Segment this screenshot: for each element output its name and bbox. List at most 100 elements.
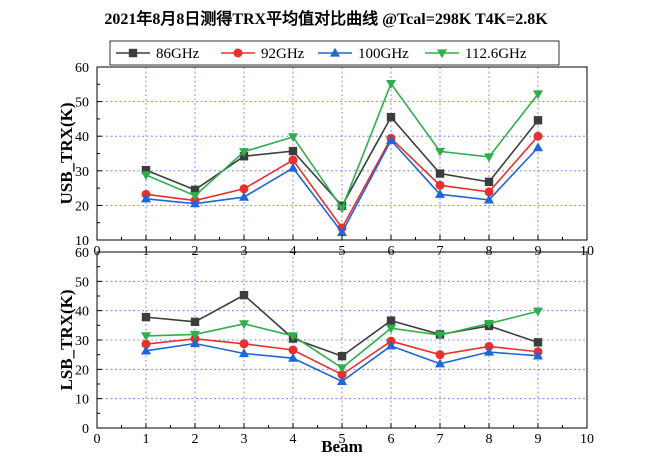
usb-point-112-6ghz-beam-8 <box>484 153 494 163</box>
usb-point-100ghz-beam-7 <box>435 189 445 198</box>
usb-y-tick-label-60: 60 <box>75 61 89 76</box>
usb-point-112-6ghz-beam-9 <box>533 90 543 100</box>
usb-point-112-6ghz-beam-5 <box>337 204 347 214</box>
usb-point-100ghz-beam-4 <box>288 162 298 172</box>
legend-label-92ghz: 92GHz <box>261 46 305 62</box>
lsb-point-86ghz-beam-9 <box>533 338 543 347</box>
lsb-point-100ghz-beam-8 <box>484 346 494 356</box>
lsb-x-tick-label-7: 7 <box>437 432 444 447</box>
lsb-x-tick-label-4: 4 <box>290 432 297 447</box>
usb-point-100ghz-beam-3 <box>239 191 249 201</box>
lsb-point-92ghz-beam-4 <box>288 345 298 355</box>
lsb-point-86ghz-beam-6 <box>386 316 396 325</box>
usb-point-100ghz-beam-5 <box>337 227 347 236</box>
lsb-x-tick-label-9: 9 <box>535 432 542 447</box>
usb-point-92ghz-beam-3 <box>239 184 249 194</box>
usb-point-86ghz-beam-4 <box>288 146 298 156</box>
lsb-x-tick-label-6: 6 <box>388 432 395 447</box>
usb-point-100ghz-beam-6 <box>386 135 396 144</box>
usb-point-92ghz-beam-9 <box>533 131 543 141</box>
lsb-x-axis-label: Beam <box>321 437 363 456</box>
legend-label-112-6ghz: 112.6GHz <box>465 46 527 62</box>
lsb-point-100ghz-beam-4 <box>288 352 298 362</box>
lsb-point-92ghz-beam-5 <box>337 370 347 380</box>
usb-point-86ghz-beam-9 <box>533 116 543 125</box>
lsb-point-86ghz-beam-3 <box>239 290 249 300</box>
lsb-point-112-6ghz-beam-1 <box>141 332 151 342</box>
lsb-point-100ghz-beam-5 <box>337 376 347 385</box>
usb-y-tick-label-20: 20 <box>75 199 89 214</box>
usb-y-axis-label: USB_TRX(K) <box>57 102 76 204</box>
usb-point-86ghz-beam-8 <box>484 177 494 187</box>
lsb-y-tick-label-50: 50 <box>75 275 89 290</box>
usb-point-112-6ghz-beam-7 <box>435 147 445 157</box>
legend-marker-92ghz <box>233 48 243 58</box>
lsb-point-112-6ghz-beam-5 <box>337 364 347 374</box>
lsb-point-100ghz-beam-3 <box>239 348 249 358</box>
lsb-point-100ghz-beam-6 <box>386 340 396 350</box>
legend-label-100ghz: 100GHz <box>358 46 409 62</box>
usb-point-112-6ghz-beam-4 <box>288 133 298 143</box>
usb-point-92ghz-beam-8 <box>484 187 494 197</box>
lsb-x-tick-label-5: 5 <box>339 432 346 447</box>
lsb-y-axis-label: LSB_TRX(K) <box>57 289 76 390</box>
usb-point-86ghz-beam-6 <box>386 112 396 122</box>
lsb-point-100ghz-beam-7 <box>435 358 445 368</box>
lsb-y-tick-label-10: 10 <box>75 393 89 408</box>
usb-point-112-6ghz-beam-2 <box>190 192 200 201</box>
lsb-x-tick-label-3: 3 <box>241 432 248 447</box>
usb-point-112-6ghz-beam-1 <box>141 171 151 181</box>
lsb-point-92ghz-beam-1 <box>141 339 151 349</box>
usb-point-92ghz-beam-4 <box>288 155 298 165</box>
lsb-point-112-6ghz-beam-8 <box>484 319 494 329</box>
lsb-point-92ghz-beam-7 <box>435 350 445 360</box>
lsb-x-tick-label-10: 10 <box>580 432 594 447</box>
lsb-x-tick-label-2: 2 <box>192 432 199 447</box>
lsb-point-112-6ghz-beam-3 <box>239 320 249 330</box>
usb-y-tick-label-10: 10 <box>75 234 89 249</box>
lsb-point-86ghz-beam-2 <box>190 317 200 327</box>
lsb-point-92ghz-beam-3 <box>239 339 249 349</box>
lsb-trx-panel: 0 1 2 3 4 5 6 7 8 9 10 0 10 20 30 40 50 60 LSB_TRX(K) Beam <box>57 246 594 456</box>
lsb-point-112-6ghz-beam-7 <box>435 331 445 341</box>
usb-point-100ghz-beam-8 <box>484 194 494 204</box>
lsb-point-100ghz-beam-2 <box>190 338 200 348</box>
lsb-y-tick-label-40: 40 <box>75 305 89 320</box>
lsb-x-tick-label-8: 8 <box>486 432 493 447</box>
lsb-y-tick-label-60: 60 <box>75 246 89 261</box>
lsb-point-92ghz-beam-8 <box>484 341 494 351</box>
usb-point-112-6ghz-beam-3 <box>239 148 249 157</box>
usb-point-92ghz-beam-7 <box>435 180 445 190</box>
lsb-y-tick-label-0: 0 <box>82 422 89 437</box>
lsb-point-112-6ghz-beam-6 <box>386 324 396 334</box>
usb-point-86ghz-beam-7 <box>435 169 445 178</box>
lsb-point-86ghz-beam-1 <box>141 312 151 322</box>
chart-title: 2021年8月8日测得TRX平均值对比曲线 @Tcal=298K T4K=2.8… <box>104 9 548 28</box>
usb-point-100ghz-beam-9 <box>533 142 543 152</box>
lsb-point-112-6ghz-beam-4 <box>288 332 298 342</box>
usb-point-100ghz-beam-1 <box>141 193 151 203</box>
legend-label-86ghz: 86GHz <box>156 46 200 62</box>
legend-marker-100ghz <box>330 47 340 57</box>
lsb-point-112-6ghz-beam-9 <box>533 307 543 317</box>
usb-y-tick-label-40: 40 <box>75 130 89 145</box>
lsb-y-tick-label-30: 30 <box>75 334 89 349</box>
lsb-point-100ghz-beam-1 <box>141 345 151 355</box>
usb-point-100ghz-beam-2 <box>190 198 200 208</box>
lsb-point-86ghz-beam-5 <box>337 351 347 361</box>
usb-y-tick-label-50: 50 <box>75 96 89 111</box>
legend-marker-112-6ghz <box>437 49 447 59</box>
lsb-x-tick-label-1: 1 <box>143 432 150 447</box>
lsb-y-tick-label-20: 20 <box>75 363 89 378</box>
legend-marker-86ghz <box>128 48 138 58</box>
usb-point-86ghz-beam-1 <box>141 165 151 175</box>
usb-point-112-6ghz-beam-6 <box>386 80 396 89</box>
usb-trx-panel: 012345678910102030405060USB_TRX(K) <box>57 61 594 259</box>
lsb-x-tick-label-0: 0 <box>94 432 101 447</box>
lsb-point-112-6ghz-beam-2 <box>190 330 200 340</box>
legend: 86GHz 92GHz 100GHz 112.6GHz <box>109 40 560 66</box>
usb-y-tick-label-30: 30 <box>75 165 89 180</box>
lsb-point-100ghz-beam-9 <box>533 350 543 360</box>
usb-point-86ghz-beam-2 <box>190 185 200 195</box>
